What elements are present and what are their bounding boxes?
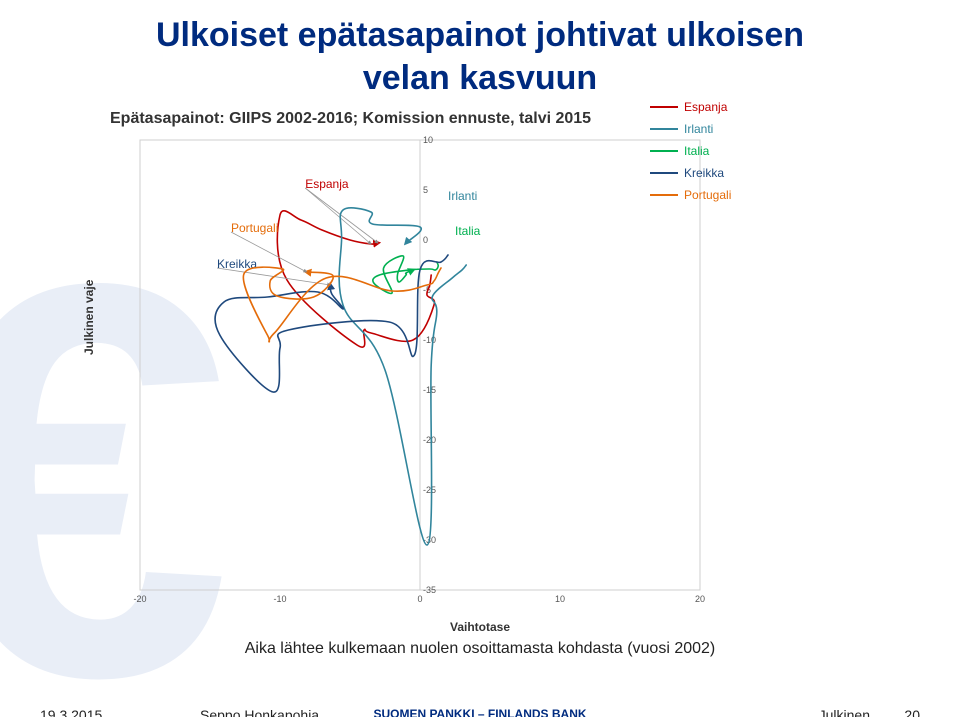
- svg-text:10: 10: [423, 135, 433, 145]
- svg-text:10: 10: [555, 594, 565, 604]
- legend-swatch: [650, 128, 678, 130]
- svg-text:-15: -15: [423, 385, 436, 395]
- legend-swatch: [650, 106, 678, 108]
- svg-text:Espanja: Espanja: [305, 177, 349, 191]
- svg-text:-20: -20: [423, 435, 436, 445]
- title-line-2: velan kasvuun: [363, 59, 597, 97]
- svg-text:20: 20: [695, 594, 705, 604]
- page-title: Ulkoiset epätasapainot johtivat ulkoisen…: [0, 14, 960, 99]
- title-line-1: Ulkoiset epätasapainot johtivat ulkoisen: [156, 16, 804, 54]
- y-axis-label: Julkinen vaje: [82, 280, 96, 355]
- svg-text:Italia: Italia: [455, 224, 481, 238]
- footer-public: Julkinen: [819, 707, 870, 717]
- legend-row: Irlanti: [650, 122, 731, 136]
- svg-text:-25: -25: [423, 485, 436, 495]
- svg-text:-10: -10: [273, 594, 286, 604]
- legend-swatch: [650, 172, 678, 174]
- chart-caption: Aika lähtee kulkemaan nuolen osoittamast…: [0, 640, 960, 658]
- footer-page: 20: [904, 707, 920, 717]
- svg-text:5: 5: [423, 185, 428, 195]
- x-axis-label: Vaihtotase: [0, 620, 960, 634]
- chart-subtitle: Epätasapainot: GIIPS 2002-2016; Komissio…: [110, 110, 591, 128]
- legend-label: Italia: [684, 144, 709, 158]
- legend-label: Portugali: [684, 188, 731, 202]
- legend-row: Espanja: [650, 100, 731, 114]
- legend-label: Espanja: [684, 100, 727, 114]
- svg-text:0: 0: [423, 235, 428, 245]
- chart-legend: Espanja Irlanti Italia Kreikka Portugali: [650, 100, 731, 210]
- legend-label: Kreikka: [684, 166, 724, 180]
- svg-text:Portugali: Portugali: [231, 221, 278, 235]
- svg-text:-20: -20: [133, 594, 146, 604]
- svg-text:Irlanti: Irlanti: [448, 189, 477, 203]
- legend-swatch: [650, 150, 678, 152]
- footer-bank: SUOMEN PANKKI – FINLANDS BANK: [0, 707, 960, 717]
- legend-label: Irlanti: [684, 122, 713, 136]
- svg-text:0: 0: [417, 594, 422, 604]
- legend-row: Portugali: [650, 188, 731, 202]
- svg-text:-35: -35: [423, 585, 436, 595]
- legend-row: Italia: [650, 144, 731, 158]
- legend-row: Kreikka: [650, 166, 731, 180]
- chart-plot: -20-1001020-35-30-25-20-15-10-50510Espan…: [110, 130, 850, 610]
- legend-swatch: [650, 194, 678, 196]
